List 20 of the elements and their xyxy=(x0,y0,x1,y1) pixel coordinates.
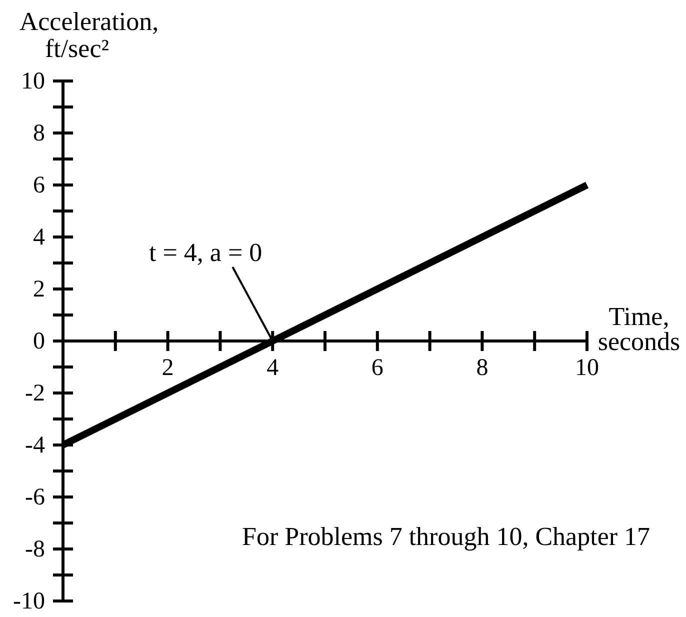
y-tick-label: -6 xyxy=(25,484,45,511)
x-tick-label: 10 xyxy=(575,355,599,382)
y-tick-label: -4 xyxy=(25,432,45,459)
y-tick-label: -8 xyxy=(25,536,45,563)
annotation: For Problems 7 through 10, Chapter 17 xyxy=(242,522,650,551)
y-tick-label: -2 xyxy=(25,380,45,407)
x-axis-title: Time, seconds xyxy=(598,302,680,356)
y-tick-label: 8 xyxy=(33,120,45,147)
y-tick-label: 2 xyxy=(33,276,45,303)
y-tick-label: 6 xyxy=(33,172,45,199)
x-tick-label: 6 xyxy=(371,355,384,382)
y-tick-label: 10 xyxy=(21,68,45,95)
x-tick-label: 8 xyxy=(476,355,488,382)
y-tick-label: 0 xyxy=(33,328,45,355)
x-tick-label: 2 xyxy=(162,355,174,382)
y-tick-label: -10 xyxy=(13,588,45,615)
x-tick-label: 4 xyxy=(266,355,279,382)
y-axis-title: Acceleration, ft/sec² xyxy=(19,7,159,63)
annotation: t = 4, a = 0 xyxy=(149,238,262,267)
y-tick-label: 4 xyxy=(33,224,45,251)
